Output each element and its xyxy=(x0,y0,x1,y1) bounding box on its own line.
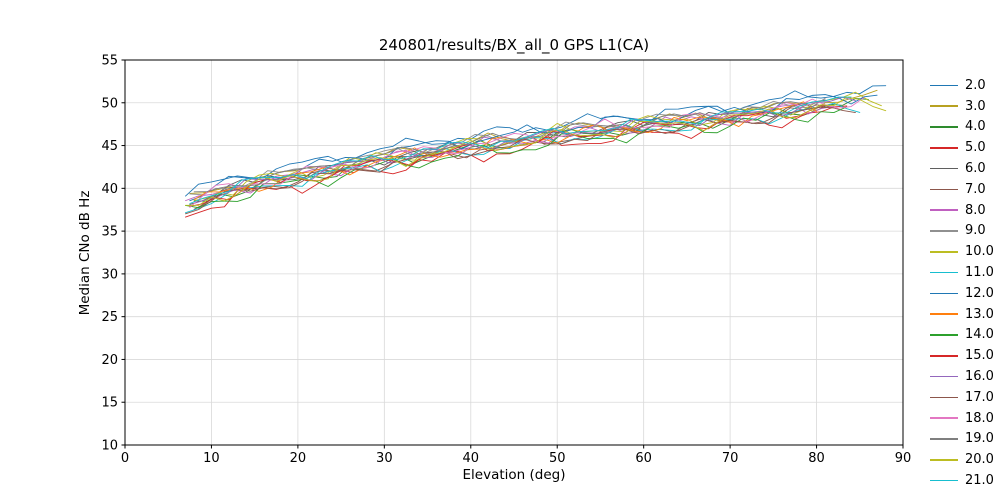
legend-item-6.0: 6.0 xyxy=(930,158,1000,179)
x-tick-label: 60 xyxy=(635,451,652,466)
x-tick-label: 80 xyxy=(808,451,825,466)
x-tick-label: 40 xyxy=(463,451,480,466)
legend-line-swatch xyxy=(930,334,958,336)
legend-label: 2.0 xyxy=(965,77,986,93)
series-line-19.0 xyxy=(193,101,818,193)
legend-line-swatch xyxy=(930,105,958,107)
legend-label: 12.0 xyxy=(965,285,994,301)
legend-label: 10.0 xyxy=(965,244,994,260)
legend-line-swatch xyxy=(930,167,958,170)
legend-label: 3.0 xyxy=(965,98,986,114)
legend-line-swatch xyxy=(930,354,958,357)
legend-item-3.0: 3.0 xyxy=(930,96,1000,117)
legend-label: 13.0 xyxy=(965,306,994,322)
legend-item-21.0: 21.0 xyxy=(930,470,1000,491)
legend-line-swatch xyxy=(930,417,958,419)
legend-line-swatch xyxy=(930,396,958,399)
y-tick-label: 35 xyxy=(101,225,118,240)
legend-item-8.0: 8.0 xyxy=(930,200,1000,221)
legend-item-5.0: 5.0 xyxy=(930,137,1000,158)
grid-lines xyxy=(124,59,904,446)
series-line-2.0 xyxy=(185,85,887,197)
legend-item-13.0: 13.0 xyxy=(930,304,1000,325)
series-line-21.0 xyxy=(189,96,852,204)
legend-label: 17.0 xyxy=(965,389,994,405)
legend-item-2.0: 2.0 xyxy=(930,75,1000,96)
legend-label: 20.0 xyxy=(965,452,994,468)
series-line-17.0 xyxy=(185,106,835,215)
legend-label: 11.0 xyxy=(965,265,994,281)
legend: 2.0 3.0 4.0 5.0 6.0 7.0 8.0 9.0 10.0 11.0 12.0 13.0… xyxy=(930,75,1000,491)
series-line-18.0 xyxy=(189,97,865,208)
legend-item-14.0: 14.0 xyxy=(930,325,1000,346)
legend-label: 16.0 xyxy=(965,369,994,385)
series-line-13.0 xyxy=(193,101,818,201)
y-tick-label: 55 xyxy=(101,54,118,69)
series-line-11.0 xyxy=(185,102,861,214)
x-tick-label: 0 xyxy=(121,451,129,466)
x-axis-label: Elevation (deg) xyxy=(463,467,566,483)
legend-line-swatch xyxy=(930,126,958,128)
x-tick-label: 70 xyxy=(722,451,739,466)
plot-border xyxy=(124,59,904,446)
y-tick-label: 15 xyxy=(101,396,118,411)
series-line-20.0 xyxy=(185,96,887,206)
legend-line-swatch xyxy=(930,250,958,253)
legend-item-12.0: 12.0 xyxy=(930,283,1000,304)
y-tick-label: 45 xyxy=(101,139,118,154)
y-tick-label: 20 xyxy=(101,353,118,368)
legend-item-11.0: 11.0 xyxy=(930,262,1000,283)
legend-label: 14.0 xyxy=(965,327,994,343)
legend-line-swatch xyxy=(930,271,958,274)
legend-line-swatch xyxy=(930,188,958,191)
legend-line-swatch xyxy=(930,146,958,149)
legend-item-19.0: 19.0 xyxy=(930,429,1000,450)
legend-label: 8.0 xyxy=(965,202,986,218)
legend-label: 18.0 xyxy=(965,410,994,426)
legend-item-9.0: 9.0 xyxy=(930,221,1000,242)
legend-line-swatch xyxy=(930,458,958,461)
legend-item-20.0: 20.0 xyxy=(930,449,1000,470)
legend-label: 19.0 xyxy=(965,431,994,447)
legend-item-10.0: 10.0 xyxy=(930,241,1000,262)
legend-line-swatch xyxy=(930,209,958,211)
data-series-lines xyxy=(185,85,887,218)
x-tick-label: 30 xyxy=(376,451,393,466)
legend-line-swatch xyxy=(930,479,958,482)
legend-item-4.0: 4.0 xyxy=(930,117,1000,138)
x-tick-label: 50 xyxy=(549,451,566,466)
legend-label: 15.0 xyxy=(965,348,994,364)
legend-label: 7.0 xyxy=(965,181,986,197)
legend-label: 21.0 xyxy=(965,473,994,489)
legend-line-swatch xyxy=(930,438,958,440)
legend-label: 6.0 xyxy=(965,161,986,177)
y-tick-label: 50 xyxy=(101,96,118,111)
series-line-14.0 xyxy=(185,106,848,209)
legend-line-swatch xyxy=(930,230,958,232)
y-tick-label: 30 xyxy=(101,267,118,282)
x-tick-label: 90 xyxy=(895,451,912,466)
legend-label: 5.0 xyxy=(965,140,986,156)
legend-line-swatch xyxy=(930,84,958,87)
legend-label: 4.0 xyxy=(965,119,986,135)
legend-item-7.0: 7.0 xyxy=(930,179,1000,200)
legend-line-swatch xyxy=(930,313,958,315)
legend-item-17.0: 17.0 xyxy=(930,387,1000,408)
legend-item-16.0: 16.0 xyxy=(930,366,1000,387)
y-tick-label: 40 xyxy=(101,182,118,197)
legend-line-swatch xyxy=(930,375,958,378)
legend-item-18.0: 18.0 xyxy=(930,408,1000,429)
x-tick-label: 20 xyxy=(290,451,307,466)
chart-title: 240801/results/BX_all_0 GPS L1(CA) xyxy=(379,36,649,55)
legend-line-swatch xyxy=(930,292,958,295)
y-axis-label: Median CNo dB Hz xyxy=(77,191,93,316)
legend-item-15.0: 15.0 xyxy=(930,345,1000,366)
legend-label: 9.0 xyxy=(965,223,986,239)
x-tick-label: 10 xyxy=(203,451,220,466)
y-tick-label: 10 xyxy=(101,439,118,454)
y-tick-label: 25 xyxy=(101,310,118,325)
